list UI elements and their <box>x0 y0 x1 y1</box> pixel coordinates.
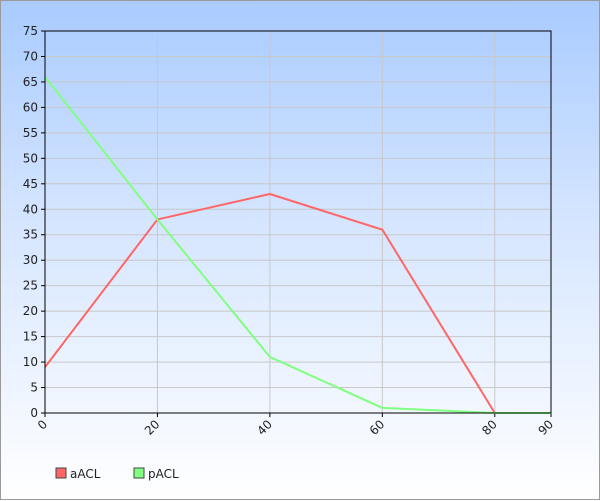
y-tick-label: 55 <box>23 126 38 140</box>
series-line-pACL <box>44 76 551 414</box>
series-line-aACL <box>44 192 551 414</box>
legend-swatch-pACL <box>133 467 145 479</box>
y-tick-label: 50 <box>23 151 38 165</box>
y-tick-label: 10 <box>23 355 38 369</box>
plot-area <box>45 31 551 413</box>
y-tick-label: 70 <box>23 49 38 63</box>
series-lines <box>44 76 551 414</box>
legend-label-aACL: aACL <box>70 467 101 481</box>
y-tick-label: 45 <box>23 177 38 191</box>
grid-lines <box>45 30 551 414</box>
plot-border <box>44 30 552 414</box>
y-tick-label: 65 <box>23 75 38 89</box>
y-tick-label: 5 <box>30 381 38 395</box>
x-axis-ticks: 0 20 40 60 80 90 <box>35 413 556 438</box>
y-tick-label: 30 <box>23 253 38 267</box>
y-tick-label: 75 <box>23 24 38 38</box>
x-tick-label: 0 <box>35 417 50 432</box>
legend: aACL pACL <box>55 467 179 481</box>
y-tick-label: 40 <box>23 202 38 216</box>
legend-swatch-aACL <box>55 467 67 479</box>
y-tick-label: 60 <box>23 100 38 114</box>
legend-label-pACL: pACL <box>148 467 179 481</box>
y-axis-ticks: 0 5 10 15 20 25 30 35 40 45 50 55 60 65 70 75 <box>23 24 45 420</box>
x-tick-label: 40 <box>254 417 275 438</box>
y-tick-label: 15 <box>23 330 38 344</box>
x-tick-label: 20 <box>142 417 163 438</box>
x-tick-label: 90 <box>535 417 556 438</box>
y-tick-label: 0 <box>30 406 38 420</box>
x-tick-label: 60 <box>367 417 388 438</box>
x-tick-label: 80 <box>479 417 500 438</box>
y-tick-label: 35 <box>23 228 38 242</box>
y-tick-label: 20 <box>23 304 38 318</box>
y-tick-label: 25 <box>23 279 38 293</box>
